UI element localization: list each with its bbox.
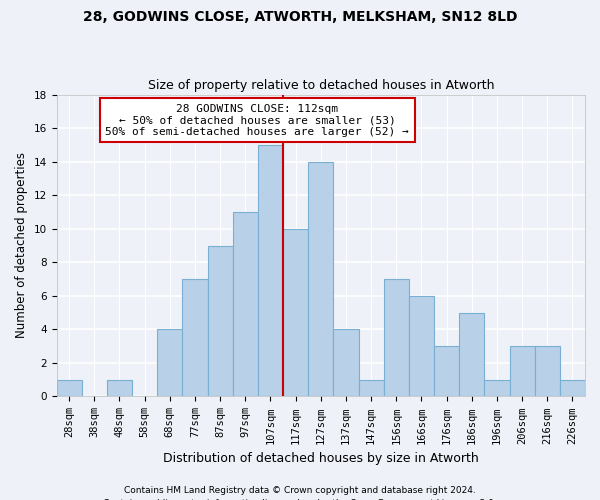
Bar bbox=[484, 380, 509, 396]
Bar bbox=[334, 330, 359, 396]
Bar bbox=[535, 346, 560, 397]
Text: Contains public sector information licensed under the Open Government Licence v3: Contains public sector information licen… bbox=[103, 498, 497, 500]
Bar bbox=[258, 145, 283, 397]
Bar bbox=[283, 228, 308, 396]
Bar bbox=[409, 296, 434, 396]
Bar bbox=[434, 346, 459, 397]
Text: Contains HM Land Registry data © Crown copyright and database right 2024.: Contains HM Land Registry data © Crown c… bbox=[124, 486, 476, 495]
Bar bbox=[509, 346, 535, 397]
Bar bbox=[359, 380, 383, 396]
Title: Size of property relative to detached houses in Atworth: Size of property relative to detached ho… bbox=[148, 79, 494, 92]
Bar bbox=[383, 279, 409, 396]
Bar bbox=[233, 212, 258, 396]
Bar bbox=[107, 380, 132, 396]
Text: 28, GODWINS CLOSE, ATWORTH, MELKSHAM, SN12 8LD: 28, GODWINS CLOSE, ATWORTH, MELKSHAM, SN… bbox=[83, 10, 517, 24]
Bar bbox=[459, 312, 484, 396]
Text: 28 GODWINS CLOSE: 112sqm
← 50% of detached houses are smaller (53)
50% of semi-d: 28 GODWINS CLOSE: 112sqm ← 50% of detach… bbox=[106, 104, 409, 137]
Bar bbox=[308, 162, 334, 396]
Bar bbox=[560, 380, 585, 396]
X-axis label: Distribution of detached houses by size in Atworth: Distribution of detached houses by size … bbox=[163, 452, 479, 465]
Bar bbox=[157, 330, 182, 396]
Bar bbox=[208, 246, 233, 396]
Bar bbox=[182, 279, 208, 396]
Y-axis label: Number of detached properties: Number of detached properties bbox=[15, 152, 28, 338]
Bar bbox=[56, 380, 82, 396]
